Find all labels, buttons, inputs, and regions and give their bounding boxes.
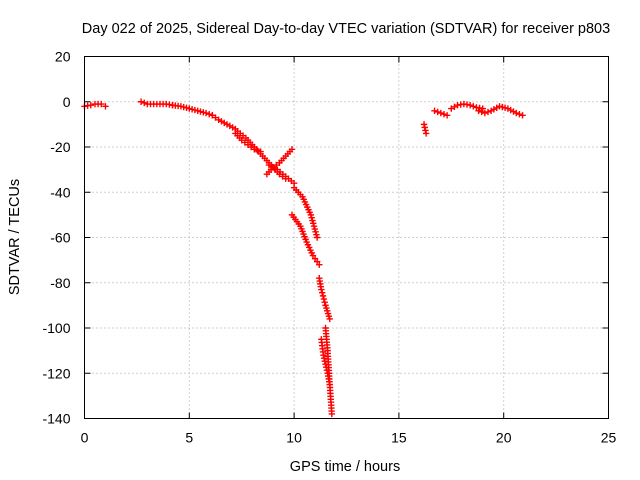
data-point: [440, 110, 448, 118]
data-point: [479, 105, 486, 112]
data-point: [141, 99, 148, 107]
x-axis-label: GPS time / hours: [290, 459, 400, 475]
tick-labels: 0 5 10 15 20 25 20 0 -20 -40 -60 -80 -100 -120 -140: [42, 49, 616, 446]
data-point: [254, 147, 261, 154]
chart-title: Day 022 of 2025, Sidereal Day-to-day VTE…: [82, 21, 610, 37]
data-point: [328, 410, 336, 418]
data-point: [434, 108, 441, 116]
x-tick-label: 25: [601, 430, 617, 446]
y-tick-label: -80: [50, 275, 70, 291]
y-tick-label: -100: [42, 320, 70, 336]
data-point: [326, 315, 333, 323]
data-point: [137, 98, 145, 105]
data-point: [470, 103, 477, 110]
data-point: [318, 289, 326, 296]
data-point: [206, 110, 213, 118]
data-point: [478, 108, 485, 116]
data-point: [102, 103, 109, 110]
data-point: [513, 109, 520, 117]
data-point: [443, 112, 451, 119]
x-tick-label: 0: [81, 430, 89, 446]
data-point: [431, 107, 438, 114]
data-point: [466, 101, 474, 109]
data-point: [437, 109, 445, 117]
data-points: [81, 98, 526, 418]
y-tick-label: -20: [50, 139, 70, 155]
data-point: [481, 109, 489, 117]
data-point: [318, 286, 325, 293]
x-tick-label: 10: [286, 430, 302, 446]
y-tick-label: -60: [50, 230, 70, 246]
data-point: [316, 261, 323, 268]
data-point: [321, 299, 328, 306]
data-point: [98, 100, 105, 108]
x-tick-label: 20: [496, 430, 512, 446]
x-tick-label: 5: [185, 430, 193, 446]
data-point: [87, 101, 94, 109]
y-tick-label: 0: [63, 94, 71, 110]
data-point: [320, 295, 328, 303]
y-tick-label: -120: [42, 365, 70, 381]
x-tick-label: 15: [391, 430, 407, 446]
data-point: [313, 234, 321, 241]
data-point: [519, 112, 526, 119]
data-point: [475, 107, 482, 114]
data-point: [319, 292, 327, 300]
plot-frame: [84, 56, 609, 419]
y-tick-label: 20: [55, 49, 71, 65]
data-point: [202, 109, 210, 117]
data-point: [422, 130, 430, 137]
y-tick-label: -140: [42, 411, 70, 427]
y-tick-label: -40: [50, 184, 70, 200]
y-axis-label: SDTVAR / TECUs: [7, 179, 23, 295]
data-point: [484, 108, 492, 116]
data-point: [516, 110, 523, 118]
grid: [84, 56, 609, 419]
data-point: [288, 146, 296, 153]
